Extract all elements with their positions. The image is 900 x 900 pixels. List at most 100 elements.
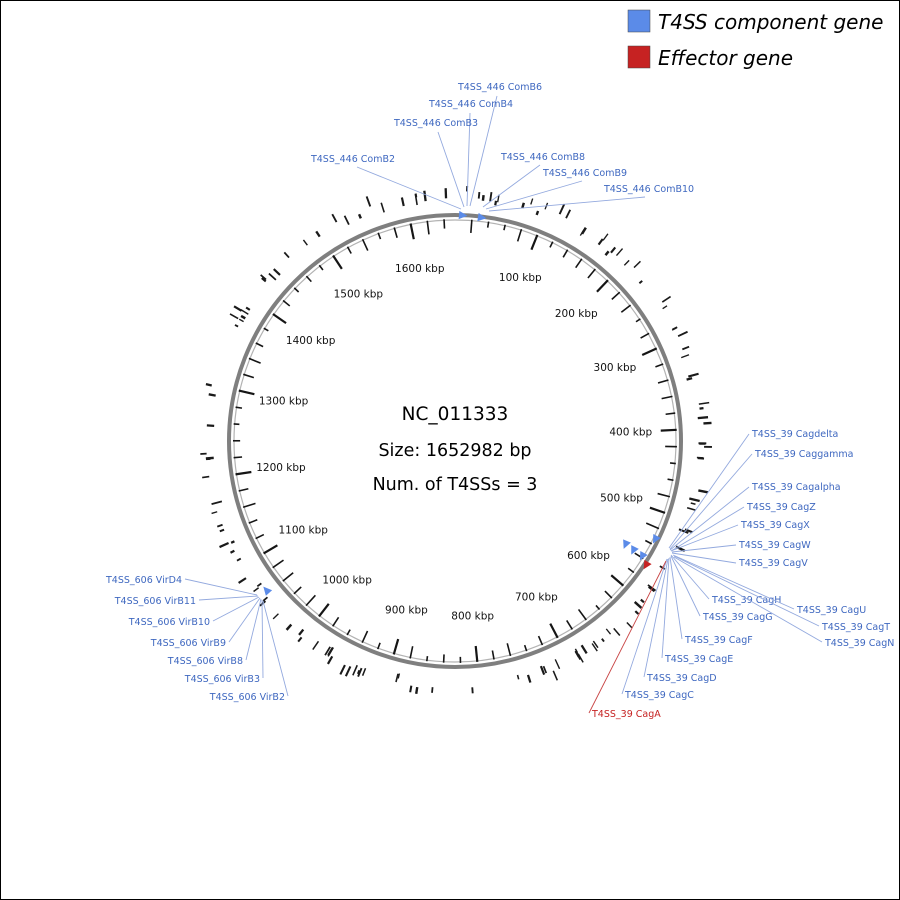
feature-tick — [400, 197, 405, 207]
gene-leader-line — [673, 555, 820, 627]
position-tick — [409, 646, 414, 659]
feature-tick — [283, 251, 290, 259]
feature-tick — [380, 202, 385, 213]
gene-leader-line — [670, 506, 745, 552]
gene-leader-line — [466, 112, 471, 207]
position-tick — [377, 232, 382, 240]
position-tick — [562, 249, 569, 258]
feature-tick — [312, 640, 320, 651]
position-labels: 100 kbp 200 kbp 300 kbp 400 kbp 500 kbp 600 k… — [256, 263, 652, 623]
feature-tick — [357, 667, 363, 678]
gene-leader-line — [669, 486, 750, 551]
position-tick — [635, 318, 641, 323]
gene-label: T4SS_39 CagZ — [746, 502, 816, 513]
gene-leader-line — [673, 556, 823, 643]
feature-tick — [216, 523, 223, 528]
feature-tick — [240, 314, 246, 320]
feature-tick — [211, 500, 223, 505]
feature-tick — [686, 377, 693, 381]
feature-tick — [202, 475, 210, 479]
gene-label: T4SS_606 VirB3 — [184, 674, 260, 685]
gene-leader-line — [668, 433, 750, 549]
position-tick — [272, 559, 284, 569]
gene-leader-line — [212, 596, 260, 622]
feature-tick — [211, 511, 218, 515]
feature-tick — [233, 305, 243, 312]
feature-tick — [395, 673, 399, 683]
position-tick — [516, 228, 523, 242]
position-tick — [486, 221, 490, 228]
position-tick — [235, 470, 252, 476]
gene-label: T4SS_39 CagC — [624, 690, 694, 701]
position-tick — [644, 539, 653, 545]
position-tick — [242, 502, 256, 509]
feature-tick — [689, 497, 700, 503]
position-tick — [235, 406, 243, 409]
gene-label: T4SS_39 CagT — [821, 622, 890, 633]
gene-leader-line — [198, 595, 259, 601]
component-gene-arrow — [263, 586, 273, 596]
gene-label: T4SS_39 CagG — [702, 612, 773, 623]
position-tick — [523, 644, 528, 652]
position-tick — [332, 616, 340, 627]
gene-leader-line — [621, 558, 668, 695]
feature-tick — [409, 685, 413, 693]
feature-tick — [245, 306, 251, 311]
feature-tick — [253, 587, 260, 593]
gene-label: T4SS_606 VirD4 — [105, 575, 182, 586]
gene-leader-line — [356, 166, 462, 210]
position-tick — [361, 238, 369, 251]
gene-leader-line — [261, 599, 264, 679]
gene-label: T4SS_446 ComB6 — [457, 82, 542, 93]
component-gene-arrow — [623, 539, 631, 549]
component-gene-arrow — [653, 534, 661, 544]
gene-leader-line — [669, 556, 683, 640]
t4ss-count: Num. of T4SSs = 3 — [373, 475, 538, 495]
gene-label: T4SS_39 Cagalpha — [751, 482, 841, 493]
gene-label: T4SS_446 ComB2 — [310, 154, 395, 165]
position-label: 400 kbp — [609, 427, 652, 439]
position-label: 300 kbp — [594, 362, 637, 374]
gene-leader-line — [184, 578, 258, 596]
gene-label: T4SS_39 CagH — [711, 595, 781, 606]
feature-tick — [261, 277, 267, 283]
position-tick — [248, 357, 261, 364]
gene-label: T4SS_39 Caggamma — [754, 449, 853, 460]
feature-tick — [339, 664, 346, 675]
feature-tick — [489, 191, 493, 202]
feature-tick — [626, 621, 633, 629]
feature-tick — [230, 540, 235, 544]
feature-tick — [357, 213, 362, 219]
feature-tick — [414, 193, 418, 198]
position-tick — [233, 456, 243, 459]
feature-tick — [326, 655, 334, 665]
position-tick — [506, 643, 512, 657]
position-tick — [293, 586, 302, 595]
gene-label: T4SS_446 ComB9 — [542, 168, 627, 179]
feature-tick — [680, 354, 690, 359]
position-label: 600 kbp — [567, 550, 610, 562]
gene-arrows — [263, 210, 661, 596]
gene-label: T4SS_446 ComB8 — [500, 152, 585, 163]
gene-label: T4SS_39 CagA — [591, 709, 661, 720]
gene-leader-line — [262, 600, 289, 697]
position-label: 800 kbp — [451, 611, 494, 623]
position-tick — [318, 603, 330, 618]
feature-tick — [219, 541, 230, 549]
feature-tick — [477, 191, 481, 199]
gene-leader-line — [661, 557, 670, 659]
feature-tick — [423, 190, 427, 202]
gene-leader-line — [437, 131, 465, 208]
feature-tick — [579, 229, 585, 236]
feature-tick — [526, 674, 532, 683]
position-tick — [645, 522, 660, 530]
position-tick — [272, 313, 287, 325]
gene-label: T4SS_606 VirB10 — [128, 617, 210, 628]
gene-leader-line — [671, 552, 737, 564]
gene-leader-line — [488, 196, 646, 212]
feature-tick — [602, 233, 609, 241]
position-label: 200 kbp — [555, 308, 598, 320]
feature-tick — [352, 664, 358, 676]
feature-tick — [361, 667, 367, 676]
